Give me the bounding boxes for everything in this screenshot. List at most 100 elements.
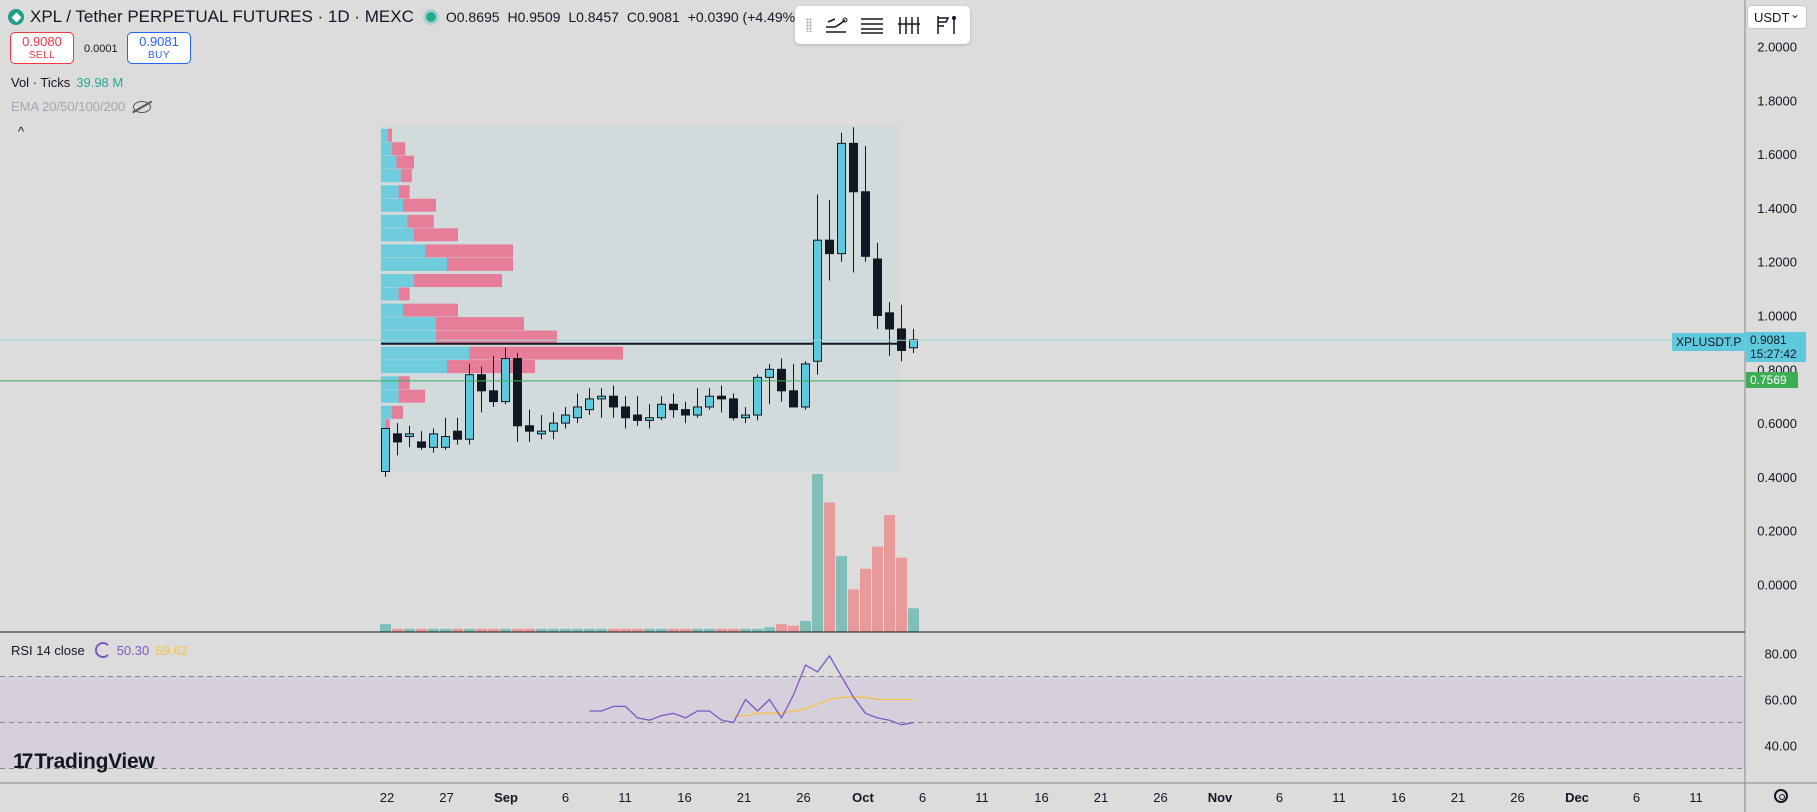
volume-bar	[560, 628, 571, 632]
volume-bar	[644, 628, 655, 632]
time-tick-label: 26	[1153, 790, 1167, 805]
volume-bar	[440, 628, 451, 632]
candle-body	[405, 433, 414, 438]
candle-body	[705, 395, 714, 408]
volume-indicator-legend[interactable]: Vol · Ticks 39.98 M	[11, 75, 124, 90]
volume-bar	[704, 628, 715, 632]
volume-bar	[716, 628, 727, 632]
time-tick-label: 21	[1094, 790, 1108, 805]
volume-bar	[524, 628, 535, 632]
currency-select[interactable]: USDT	[1747, 2, 1807, 29]
ohlc-values: O0.8695 H0.9509 L0.8457 C0.9081 +0.0390 …	[445, 9, 800, 25]
volume-bar	[572, 628, 583, 632]
volume-bar	[884, 515, 895, 632]
volume-bar	[404, 628, 415, 632]
collapse-legend-chevron-up-icon[interactable]: ^	[18, 124, 25, 139]
time-tick-label: Oct	[852, 790, 874, 805]
candle-body	[729, 398, 738, 419]
time-tick-label: 22	[380, 790, 394, 805]
candle-body	[657, 403, 666, 419]
profile-down-bar	[398, 185, 410, 199]
price-tick-label: 1.6000	[1757, 147, 1797, 162]
hidden-eye-icon[interactable]	[133, 100, 152, 113]
price-tick-label: 1.0000	[1757, 309, 1797, 324]
price-tick-label: 0.6000	[1757, 416, 1797, 431]
time-tick-label: 26	[796, 790, 810, 805]
volume-bar	[416, 628, 427, 632]
profile-down-bar	[407, 214, 434, 228]
sell-button[interactable]: 0.9080 SELL	[10, 32, 74, 64]
profile-up-bar	[381, 257, 447, 271]
chart-header: XPL / Tether PERPETUAL FUTURES · 1D · ME…	[8, 6, 800, 28]
candle-body	[645, 417, 654, 421]
candle-body	[393, 433, 402, 443]
gear-icon[interactable]	[1774, 789, 1788, 803]
volume-bar	[668, 628, 679, 632]
tradingview-logo[interactable]: 17 TradingView	[13, 750, 155, 773]
volume-bar	[536, 628, 547, 632]
time-tick-label: 6	[1276, 790, 1283, 805]
candle-body	[537, 430, 546, 435]
price-tick-label: 2.0000	[1757, 40, 1797, 55]
candle-body	[753, 376, 762, 416]
profile-down-bar	[403, 198, 436, 212]
profile-down-bar	[414, 228, 458, 242]
volume-bar	[872, 546, 883, 632]
ema-indicator-legend[interactable]: EMA 20/50/100/200	[11, 99, 152, 114]
rsi-ma-value: 59.62	[155, 642, 188, 658]
drag-handle-icon[interactable]	[806, 18, 813, 32]
profile-up-bar	[381, 142, 392, 156]
volume-bar	[752, 628, 763, 632]
rsi-indicator-legend[interactable]: RSI 14 close 50.30 59.62	[11, 642, 188, 658]
candle-body	[717, 395, 726, 400]
last-price: 0.9081	[1750, 333, 1787, 347]
volume-bar	[608, 628, 619, 632]
candle-body	[813, 239, 822, 362]
candle-body	[777, 368, 786, 392]
profile-up-bar	[381, 185, 399, 199]
candle-body	[837, 142, 846, 255]
price-tick-label: 0.4000	[1757, 470, 1797, 485]
volume-bar	[908, 608, 919, 632]
symbol-title[interactable]: XPL / Tether PERPETUAL FUTURES · 1D · ME…	[30, 7, 414, 26]
candle-body	[513, 358, 522, 427]
price-tick-label: 1.2000	[1757, 255, 1797, 270]
volume-bar	[584, 628, 595, 632]
profile-down-bar	[403, 303, 458, 317]
candle-body	[609, 395, 618, 408]
profile-down-bar	[436, 317, 524, 331]
trend-line-tool-icon[interactable]	[823, 14, 849, 36]
profile-down-bar	[392, 142, 406, 156]
price-tick-label: 1.8000	[1757, 93, 1797, 108]
volume-bar	[380, 624, 391, 632]
time-tick-label: 16	[1034, 790, 1048, 805]
vertical-bars-tool-icon[interactable]	[896, 14, 922, 36]
volume-bar	[800, 620, 811, 632]
candle-body	[801, 363, 810, 408]
profile-up-bar	[381, 346, 469, 360]
symbol-logo-icon	[8, 9, 24, 25]
price-axis-bg	[1745, 0, 1817, 812]
rsi-value: 50.30	[116, 642, 150, 658]
flag-tool-icon[interactable]	[933, 14, 959, 36]
profile-down-bar	[447, 257, 513, 271]
candle-body	[897, 328, 906, 351]
profile-up-bar	[381, 244, 425, 258]
loading-spinner-icon	[94, 642, 111, 658]
volume-bar	[680, 628, 691, 632]
bar-countdown: 15:27:42	[1750, 347, 1797, 361]
rsi-line	[589, 654, 914, 726]
horizontal-lines-tool-icon[interactable]	[859, 14, 885, 36]
profile-up-bar	[381, 155, 397, 169]
candle-body	[681, 409, 690, 416]
price-tick-label: 0.0000	[1757, 578, 1797, 593]
volume-bar	[812, 474, 823, 632]
sell-price: 0.9080	[22, 34, 62, 49]
candle-body	[441, 436, 450, 448]
volume-bar	[860, 568, 871, 632]
profile-up-bar	[381, 317, 436, 331]
buy-button[interactable]: 0.9081 BUY	[127, 32, 191, 64]
volume-bar	[512, 628, 523, 632]
time-tick-label: 11	[1332, 790, 1346, 805]
